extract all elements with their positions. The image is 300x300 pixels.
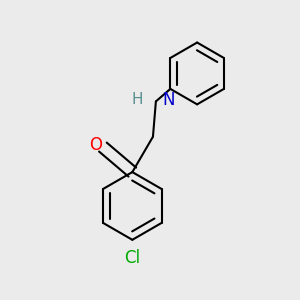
Text: Cl: Cl: [124, 249, 140, 267]
Text: O: O: [89, 136, 102, 154]
Text: H: H: [131, 92, 142, 107]
Text: N: N: [162, 91, 175, 109]
